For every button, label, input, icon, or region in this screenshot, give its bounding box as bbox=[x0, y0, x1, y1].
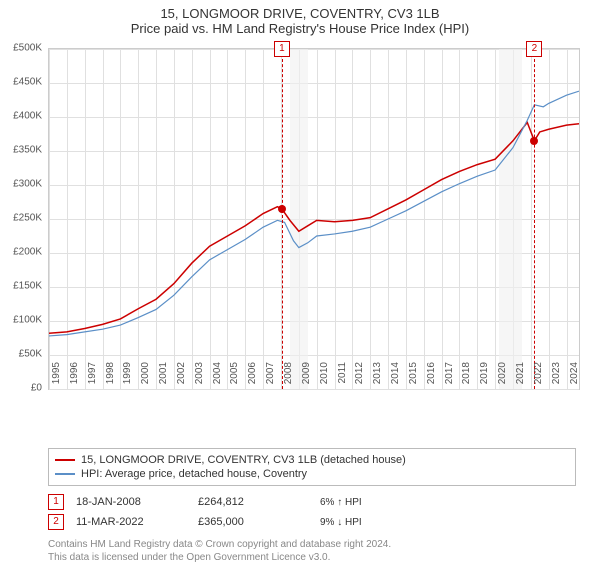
event-2-date: 11-MAR-2022 bbox=[76, 516, 186, 528]
series-line-hpi bbox=[49, 91, 579, 336]
x-axis-label: 1998 bbox=[105, 362, 116, 392]
legend-swatch-property bbox=[55, 459, 75, 461]
x-axis-label: 2022 bbox=[533, 362, 544, 392]
x-axis-label: 2010 bbox=[319, 362, 330, 392]
footer-line-1: Contains HM Land Registry data © Crown c… bbox=[48, 538, 576, 551]
x-axis-label: 2012 bbox=[354, 362, 365, 392]
event-2-delta: 9% ↓ HPI bbox=[320, 517, 430, 528]
x-axis-label: 1996 bbox=[69, 362, 80, 392]
x-axis-label: 2014 bbox=[390, 362, 401, 392]
event-1-date: 18-JAN-2008 bbox=[76, 496, 186, 508]
event-marker-1: 1 bbox=[274, 41, 290, 57]
x-axis-label: 2004 bbox=[212, 362, 223, 392]
x-axis-label: 2019 bbox=[479, 362, 490, 392]
x-axis-label: 2023 bbox=[551, 362, 562, 392]
y-axis-label: £50K bbox=[19, 349, 42, 360]
event-legend-row-1: 1 18-JAN-2008 £264,812 6% ↑ HPI bbox=[48, 492, 576, 512]
event-line-2 bbox=[534, 49, 535, 389]
legend-box: 15, LONGMOOR DRIVE, COVENTRY, CV3 1LB (d… bbox=[48, 448, 576, 564]
y-axis-label: £0 bbox=[31, 383, 42, 394]
event-2-price: £365,000 bbox=[198, 516, 308, 528]
y-axis-label: £100K bbox=[13, 315, 42, 326]
x-axis-label: 2017 bbox=[444, 362, 455, 392]
legend-row-hpi: HPI: Average price, detached house, Cove… bbox=[55, 467, 569, 481]
x-axis-label: 2009 bbox=[301, 362, 312, 392]
x-axis-label: 2000 bbox=[140, 362, 151, 392]
event-legend: 1 18-JAN-2008 £264,812 6% ↑ HPI 2 11-MAR… bbox=[48, 492, 576, 532]
x-axis-label: 2021 bbox=[515, 362, 526, 392]
series-line-property bbox=[49, 122, 579, 333]
x-axis-label: 2016 bbox=[426, 362, 437, 392]
event-1-price: £264,812 bbox=[198, 496, 308, 508]
x-axis-label: 2005 bbox=[229, 362, 240, 392]
x-axis-label: 1997 bbox=[87, 362, 98, 392]
x-axis-label: 1995 bbox=[51, 362, 62, 392]
footer-line-2: This data is licensed under the Open Gov… bbox=[48, 551, 576, 564]
y-axis-label: £250K bbox=[13, 213, 42, 224]
y-axis-label: £450K bbox=[13, 77, 42, 88]
title-line-2: Price paid vs. HM Land Registry's House … bbox=[0, 21, 600, 36]
title-line-1: 15, LONGMOOR DRIVE, COVENTRY, CV3 1LB bbox=[0, 6, 600, 21]
event-marker-1-icon: 1 bbox=[48, 494, 64, 510]
x-axis-label: 2018 bbox=[461, 362, 472, 392]
event-marker-2-icon: 2 bbox=[48, 514, 64, 530]
legend-label-property: 15, LONGMOOR DRIVE, COVENTRY, CV3 1LB (d… bbox=[81, 454, 406, 466]
chart-area: 12 £0£50K£100K£150K£200K£250K£300K£350K£… bbox=[48, 48, 578, 408]
legend-series: 15, LONGMOOR DRIVE, COVENTRY, CV3 1LB (d… bbox=[48, 448, 576, 486]
x-axis-label: 2011 bbox=[337, 362, 348, 392]
x-axis-label: 2003 bbox=[194, 362, 205, 392]
x-axis-label: 2024 bbox=[569, 362, 580, 392]
y-axis-label: £200K bbox=[13, 247, 42, 258]
y-axis-label: £350K bbox=[13, 145, 42, 156]
x-axis-label: 2008 bbox=[283, 362, 294, 392]
chart-lines-svg bbox=[49, 49, 579, 389]
y-axis-label: £500K bbox=[13, 43, 42, 54]
x-axis-label: 1999 bbox=[122, 362, 133, 392]
x-axis-label: 2020 bbox=[497, 362, 508, 392]
x-axis-label: 2015 bbox=[408, 362, 419, 392]
event-1-delta: 6% ↑ HPI bbox=[320, 497, 430, 508]
x-axis-label: 2007 bbox=[265, 362, 276, 392]
x-axis-label: 2013 bbox=[372, 362, 383, 392]
x-axis-label: 2001 bbox=[158, 362, 169, 392]
legend-row-property: 15, LONGMOOR DRIVE, COVENTRY, CV3 1LB (d… bbox=[55, 453, 569, 467]
plot-region: 12 bbox=[48, 48, 580, 390]
event-dot-1 bbox=[278, 205, 286, 213]
legend-swatch-hpi bbox=[55, 473, 75, 475]
y-axis-label: £400K bbox=[13, 111, 42, 122]
event-dot-2 bbox=[530, 137, 538, 145]
footer-note: Contains HM Land Registry data © Crown c… bbox=[48, 538, 576, 564]
y-axis-label: £150K bbox=[13, 281, 42, 292]
x-axis-label: 2006 bbox=[247, 362, 258, 392]
event-marker-2: 2 bbox=[526, 41, 542, 57]
y-axis-label: £300K bbox=[13, 179, 42, 190]
event-line-1 bbox=[282, 49, 283, 389]
x-axis-label: 2002 bbox=[176, 362, 187, 392]
legend-label-hpi: HPI: Average price, detached house, Cove… bbox=[81, 468, 307, 480]
chart-title-block: 15, LONGMOOR DRIVE, COVENTRY, CV3 1LB Pr… bbox=[0, 0, 600, 38]
event-legend-row-2: 2 11-MAR-2022 £365,000 9% ↓ HPI bbox=[48, 512, 576, 532]
